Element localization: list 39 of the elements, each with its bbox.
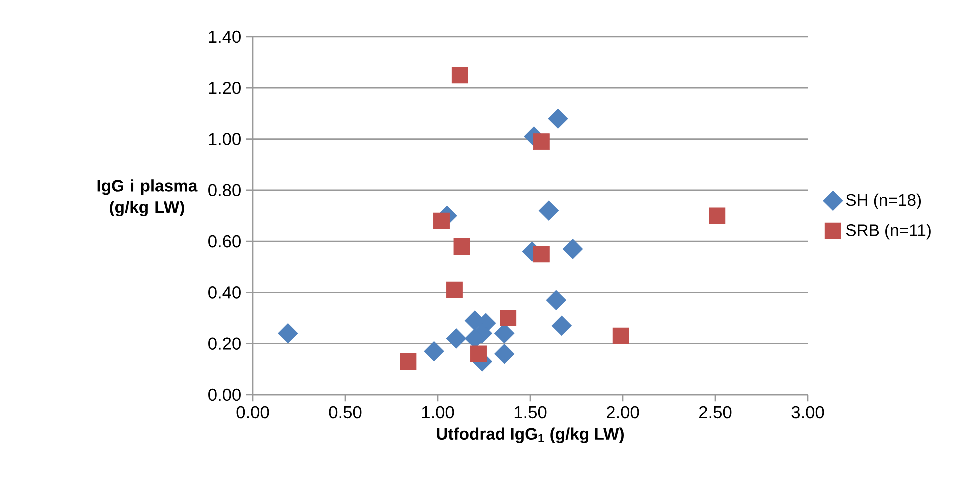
x-tick-label: 2.00 bbox=[607, 406, 640, 419]
y-tick-label: 0.80 bbox=[208, 184, 241, 197]
point bbox=[278, 324, 298, 344]
y-tick-label: 0.00 bbox=[208, 388, 241, 402]
x-tick-label: 3.00 bbox=[792, 406, 824, 419]
y-tick-label: 1.20 bbox=[209, 82, 241, 94]
y-tick-label: 0.60 bbox=[208, 235, 241, 248]
point bbox=[400, 353, 417, 370]
point bbox=[538, 200, 560, 221]
point bbox=[446, 282, 463, 298]
point bbox=[446, 328, 467, 349]
x-tick-label: 0.50 bbox=[329, 406, 362, 419]
x-tick-label: 1.00 bbox=[422, 406, 454, 419]
y-axis-title: IgG i plasma (g/kg LW) bbox=[98, 180, 198, 217]
x-axis-title: Utfodrad IgG$_{1}$ (g/kg LW) bbox=[437, 428, 624, 444]
y-tick-label: 1.40 bbox=[209, 30, 241, 44]
x-tick-label: 1.50 bbox=[514, 406, 547, 419]
point bbox=[533, 134, 550, 150]
legend-label: SH (n=18) bbox=[846, 194, 922, 210]
point bbox=[562, 239, 584, 260]
y-tick-label: 1.00 bbox=[209, 133, 241, 146]
point bbox=[454, 238, 470, 255]
y-tick-label: 0.40 bbox=[208, 286, 241, 299]
point bbox=[612, 328, 630, 344]
point bbox=[533, 246, 550, 263]
x-tick-label: 2.50 bbox=[700, 406, 732, 419]
point bbox=[494, 344, 515, 364]
point bbox=[500, 310, 517, 327]
x-tick-label: 0.00 bbox=[236, 406, 270, 419]
point bbox=[452, 67, 468, 84]
point bbox=[709, 208, 726, 224]
point bbox=[424, 341, 444, 362]
point bbox=[546, 290, 566, 310]
point bbox=[552, 316, 572, 336]
point bbox=[433, 212, 450, 230]
y-tick-label: 0.20 bbox=[208, 338, 241, 350]
point bbox=[470, 346, 487, 362]
legend-label: SRB (n=11) bbox=[846, 224, 931, 240]
point bbox=[548, 108, 568, 129]
